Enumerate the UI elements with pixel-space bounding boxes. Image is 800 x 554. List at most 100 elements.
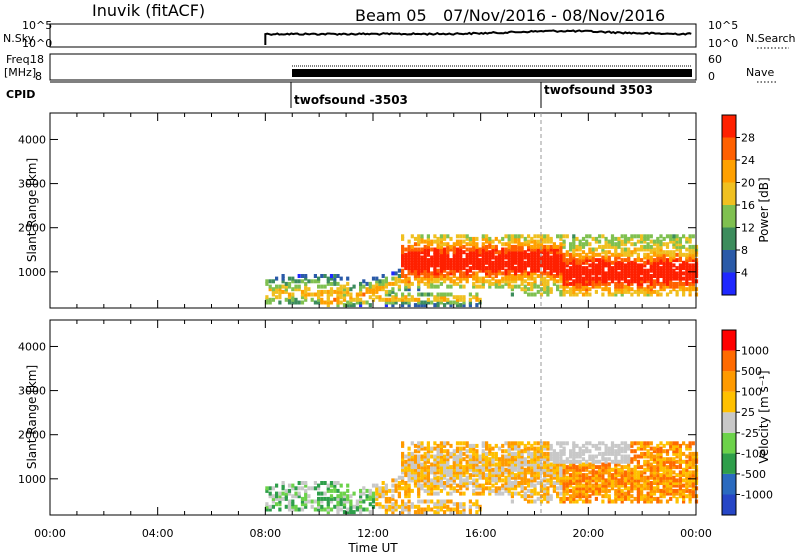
- velocity-cell: [604, 481, 608, 485]
- power-cell: [682, 244, 686, 249]
- power-cell: [501, 242, 505, 247]
- power-cell: [646, 268, 650, 273]
- velocity-cell: [488, 467, 492, 472]
- power-cell: [527, 242, 531, 247]
- power-cell: [407, 279, 411, 284]
- velocity-cell: [620, 478, 624, 483]
- power-cell: [578, 281, 582, 286]
- power-cell: [468, 252, 472, 257]
- power-cell: [685, 236, 689, 241]
- power-cell: [494, 271, 498, 276]
- velocity-cell: [572, 486, 576, 491]
- velocity-cell: [426, 446, 430, 451]
- power-cell: [433, 239, 437, 244]
- velocity-cell: [439, 451, 443, 456]
- velocity-cell: [552, 449, 556, 454]
- velocity-cell: [623, 473, 628, 478]
- velocity-cell: [307, 499, 311, 504]
- power-cell: [449, 236, 453, 241]
- power-cell: [659, 247, 663, 252]
- velocity-cell: [497, 457, 502, 462]
- power-cell: [491, 260, 495, 265]
- power-cell: [265, 300, 269, 305]
- velocity-cell: [365, 507, 369, 512]
- velocity-cell: [539, 478, 544, 483]
- power-cell: [685, 281, 689, 286]
- power-cell: [452, 300, 456, 305]
- power-cell: [556, 260, 560, 265]
- power-cell: [588, 247, 592, 252]
- velocity-cell: [585, 459, 589, 464]
- velocity-cell: [452, 457, 456, 462]
- power-cell: [355, 295, 359, 300]
- velocity-cell: [578, 475, 582, 480]
- velocity-cell: [575, 473, 579, 478]
- power-cell: [636, 252, 640, 257]
- power-cell: [543, 289, 547, 294]
- velocity-cell: [452, 473, 456, 478]
- velocity-cell: [417, 470, 421, 475]
- velocity-cell: [420, 467, 424, 472]
- power-cell: [588, 250, 592, 255]
- power-cell: [368, 289, 372, 294]
- velocity-cell: [287, 483, 292, 488]
- velocity-cell: [688, 491, 692, 496]
- power-cell: [530, 263, 534, 268]
- velocity-cell: [391, 502, 395, 507]
- power-cell: [591, 247, 595, 252]
- velocity-cell: [384, 483, 388, 488]
- velocity-cell: [371, 499, 376, 504]
- velocity-cell: [591, 462, 595, 467]
- power-cell: [417, 279, 421, 284]
- power-cell: [565, 276, 569, 281]
- velocity-cell: [646, 467, 650, 472]
- power-cell: [413, 260, 418, 265]
- power-cell: [585, 242, 589, 247]
- velocity-cell: [433, 478, 437, 483]
- velocity-cell: [465, 443, 469, 448]
- power-cell: [665, 252, 670, 257]
- velocity-cell: [443, 510, 447, 515]
- power-cell: [462, 266, 466, 271]
- velocity-cell: [636, 483, 640, 488]
- velocity-cell: [501, 457, 505, 462]
- freq-label-line2: [MHz]: [4, 66, 36, 79]
- power-cell: [439, 258, 443, 263]
- power-cell: [407, 268, 411, 273]
- power-cell: [510, 236, 514, 241]
- velocity-cell: [455, 504, 460, 509]
- velocity-cell: [423, 499, 427, 504]
- velocity-cell: [610, 473, 615, 478]
- velocity-cell: [546, 465, 550, 470]
- power-cell: [581, 260, 586, 265]
- velocity-cell: [333, 504, 337, 509]
- velocity-cell: [452, 470, 456, 475]
- power-cell: [304, 295, 308, 300]
- velocity-cell: [488, 465, 492, 470]
- velocity-cell: [682, 488, 686, 493]
- ytick-label: 1000: [18, 473, 46, 486]
- power-cell: [569, 281, 573, 286]
- velocity-cell: [407, 475, 411, 480]
- velocity-cell: [672, 462, 676, 467]
- velocity-cell: [465, 478, 469, 483]
- velocity-cell: [455, 462, 460, 467]
- power-cell: [601, 258, 605, 263]
- power-cell: [620, 234, 624, 239]
- velocity-cell: [649, 454, 653, 459]
- power-cell: [569, 242, 573, 247]
- power-cell: [433, 297, 437, 302]
- power-cell: [588, 271, 592, 276]
- velocity-cell: [688, 481, 692, 485]
- velocity-cell: [656, 462, 660, 467]
- velocity-cell: [530, 465, 534, 470]
- velocity-cell: [462, 502, 466, 507]
- velocity-cell: [656, 451, 660, 456]
- velocity-cell: [652, 449, 657, 454]
- velocity-cell: [404, 504, 408, 509]
- velocity-cell: [507, 475, 511, 480]
- power-cell: [656, 292, 660, 297]
- velocity-cell: [443, 443, 447, 448]
- power-cell: [672, 287, 676, 292]
- velocity-cell: [530, 499, 534, 504]
